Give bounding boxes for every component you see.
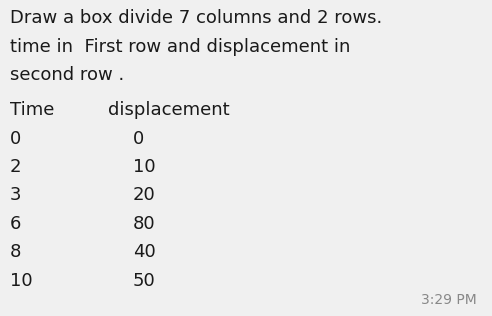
Text: second row .: second row . [10, 66, 124, 84]
Text: 20: 20 [133, 186, 155, 204]
Text: 10: 10 [10, 272, 32, 290]
Text: Draw a box divide 7 columns and 2 rows.: Draw a box divide 7 columns and 2 rows. [10, 9, 382, 27]
Text: 0: 0 [133, 130, 144, 148]
Text: 3: 3 [10, 186, 21, 204]
Text: 8: 8 [10, 243, 21, 261]
Text: 0: 0 [10, 130, 21, 148]
Text: 6: 6 [10, 215, 21, 233]
Text: 40: 40 [133, 243, 155, 261]
Text: 3:29 PM: 3:29 PM [422, 293, 477, 307]
Text: 2: 2 [10, 158, 21, 176]
Text: displacement: displacement [108, 101, 230, 119]
Text: time in  First row and displacement in: time in First row and displacement in [10, 38, 350, 56]
Text: Time: Time [10, 101, 54, 119]
Text: 80: 80 [133, 215, 155, 233]
Text: 50: 50 [133, 272, 155, 290]
Text: 10: 10 [133, 158, 155, 176]
